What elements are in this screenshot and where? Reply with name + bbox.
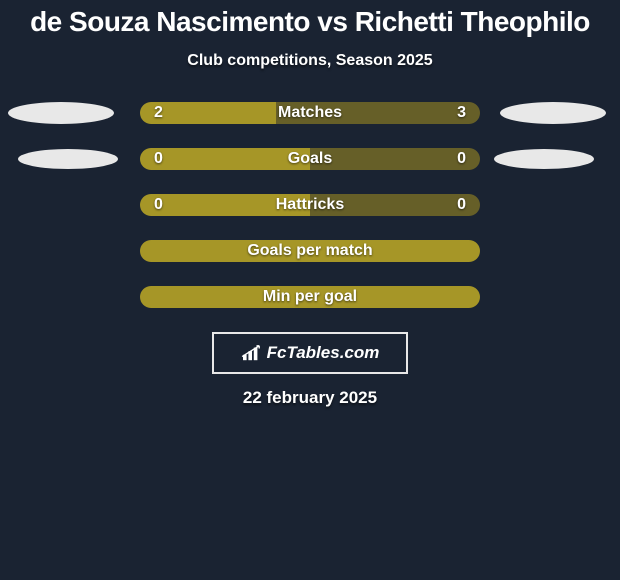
- flag-right: [494, 149, 594, 169]
- stat-bar: 00Goals: [140, 148, 480, 170]
- bar-chart-icon: [241, 344, 263, 362]
- subtitle: Club competitions, Season 2025: [0, 52, 620, 70]
- value-left: 2: [154, 102, 163, 124]
- value-left: 0: [154, 194, 163, 216]
- bar-right-fill: [310, 148, 480, 170]
- stat-bar: 00Hattricks: [140, 194, 480, 216]
- flag-left: [8, 102, 114, 124]
- flag-right: [500, 102, 606, 124]
- stat-bar: Goals per match: [140, 240, 480, 262]
- brand-badge: FcTables.com: [212, 332, 408, 374]
- bar-right-fill: [310, 194, 480, 216]
- bar-left-fill: [140, 148, 310, 170]
- comparison-row: 00Goals: [0, 148, 620, 170]
- page-title: de Souza Nascimento vs Richetti Theophil…: [0, 0, 620, 38]
- stat-bar: Min per goal: [140, 286, 480, 308]
- comparison-rows: 23Matches00Goals00HattricksGoals per mat…: [0, 102, 620, 308]
- brand-text: FcTables.com: [267, 343, 380, 363]
- comparison-row: Min per goal: [0, 286, 620, 308]
- bar-left-fill: [140, 240, 480, 262]
- flag-left: [18, 149, 118, 169]
- value-left: 0: [154, 148, 163, 170]
- date-label: 22 february 2025: [0, 388, 620, 408]
- comparison-row: Goals per match: [0, 240, 620, 262]
- bar-right-fill: [276, 102, 480, 124]
- comparison-row: 00Hattricks: [0, 194, 620, 216]
- stat-bar: 23Matches: [140, 102, 480, 124]
- comparison-row: 23Matches: [0, 102, 620, 124]
- value-right: 0: [457, 194, 466, 216]
- value-right: 3: [457, 102, 466, 124]
- bar-left-fill: [140, 194, 310, 216]
- bar-left-fill: [140, 286, 480, 308]
- value-right: 0: [457, 148, 466, 170]
